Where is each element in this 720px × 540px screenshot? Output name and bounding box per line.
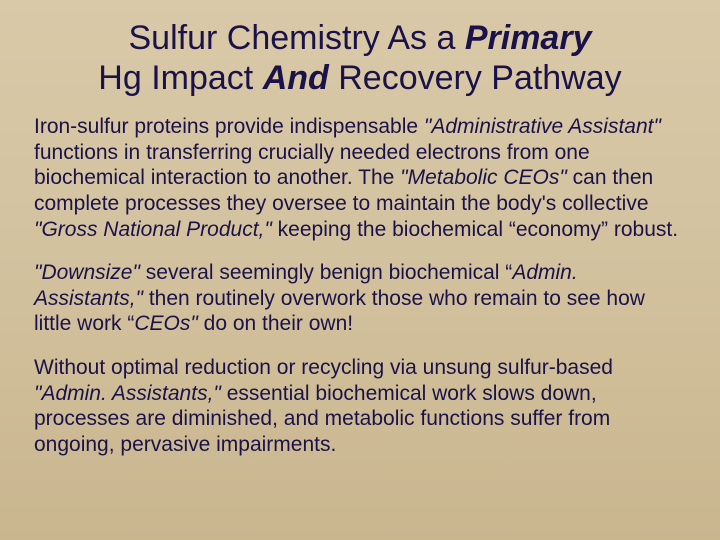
p2-e1: "Downsize" [34, 261, 140, 284]
title-text-2: Hg Impact [98, 59, 262, 97]
paragraph-1: Iron-sulfur proteins provide indispensab… [34, 114, 686, 242]
p1-e2: "Metabolic CEOs" [400, 166, 567, 189]
p1-s1: Iron-sulfur proteins provide indispensab… [34, 115, 424, 138]
p2-e3: CEOs" [134, 312, 197, 335]
title-text-1: Sulfur Chemistry As a [129, 19, 465, 57]
p1-e1: "Administrative Assistant" [424, 115, 661, 138]
paragraph-2: "Downsize" several seemingly benign bioc… [34, 260, 686, 337]
p1-e3: "Gross National Product," [34, 218, 272, 241]
p3-e1: "Admin. Assistants," [34, 382, 221, 405]
p2-s3: do on their own! [198, 312, 353, 335]
paragraph-3: Without optimal reduction or recycling v… [34, 355, 686, 457]
title-em-and: And [263, 59, 329, 97]
slide-title: Sulfur Chemistry As a Primary Hg Impact … [34, 18, 686, 98]
title-text-3: Recovery Pathway [329, 59, 622, 97]
p1-s4: keeping the biochemical “economy” robust… [272, 218, 678, 241]
p2-s1: several seemingly benign biochemical “ [140, 261, 512, 284]
p3-s1: Without optimal reduction or recycling v… [34, 356, 613, 379]
title-em-primary: Primary [465, 19, 592, 57]
